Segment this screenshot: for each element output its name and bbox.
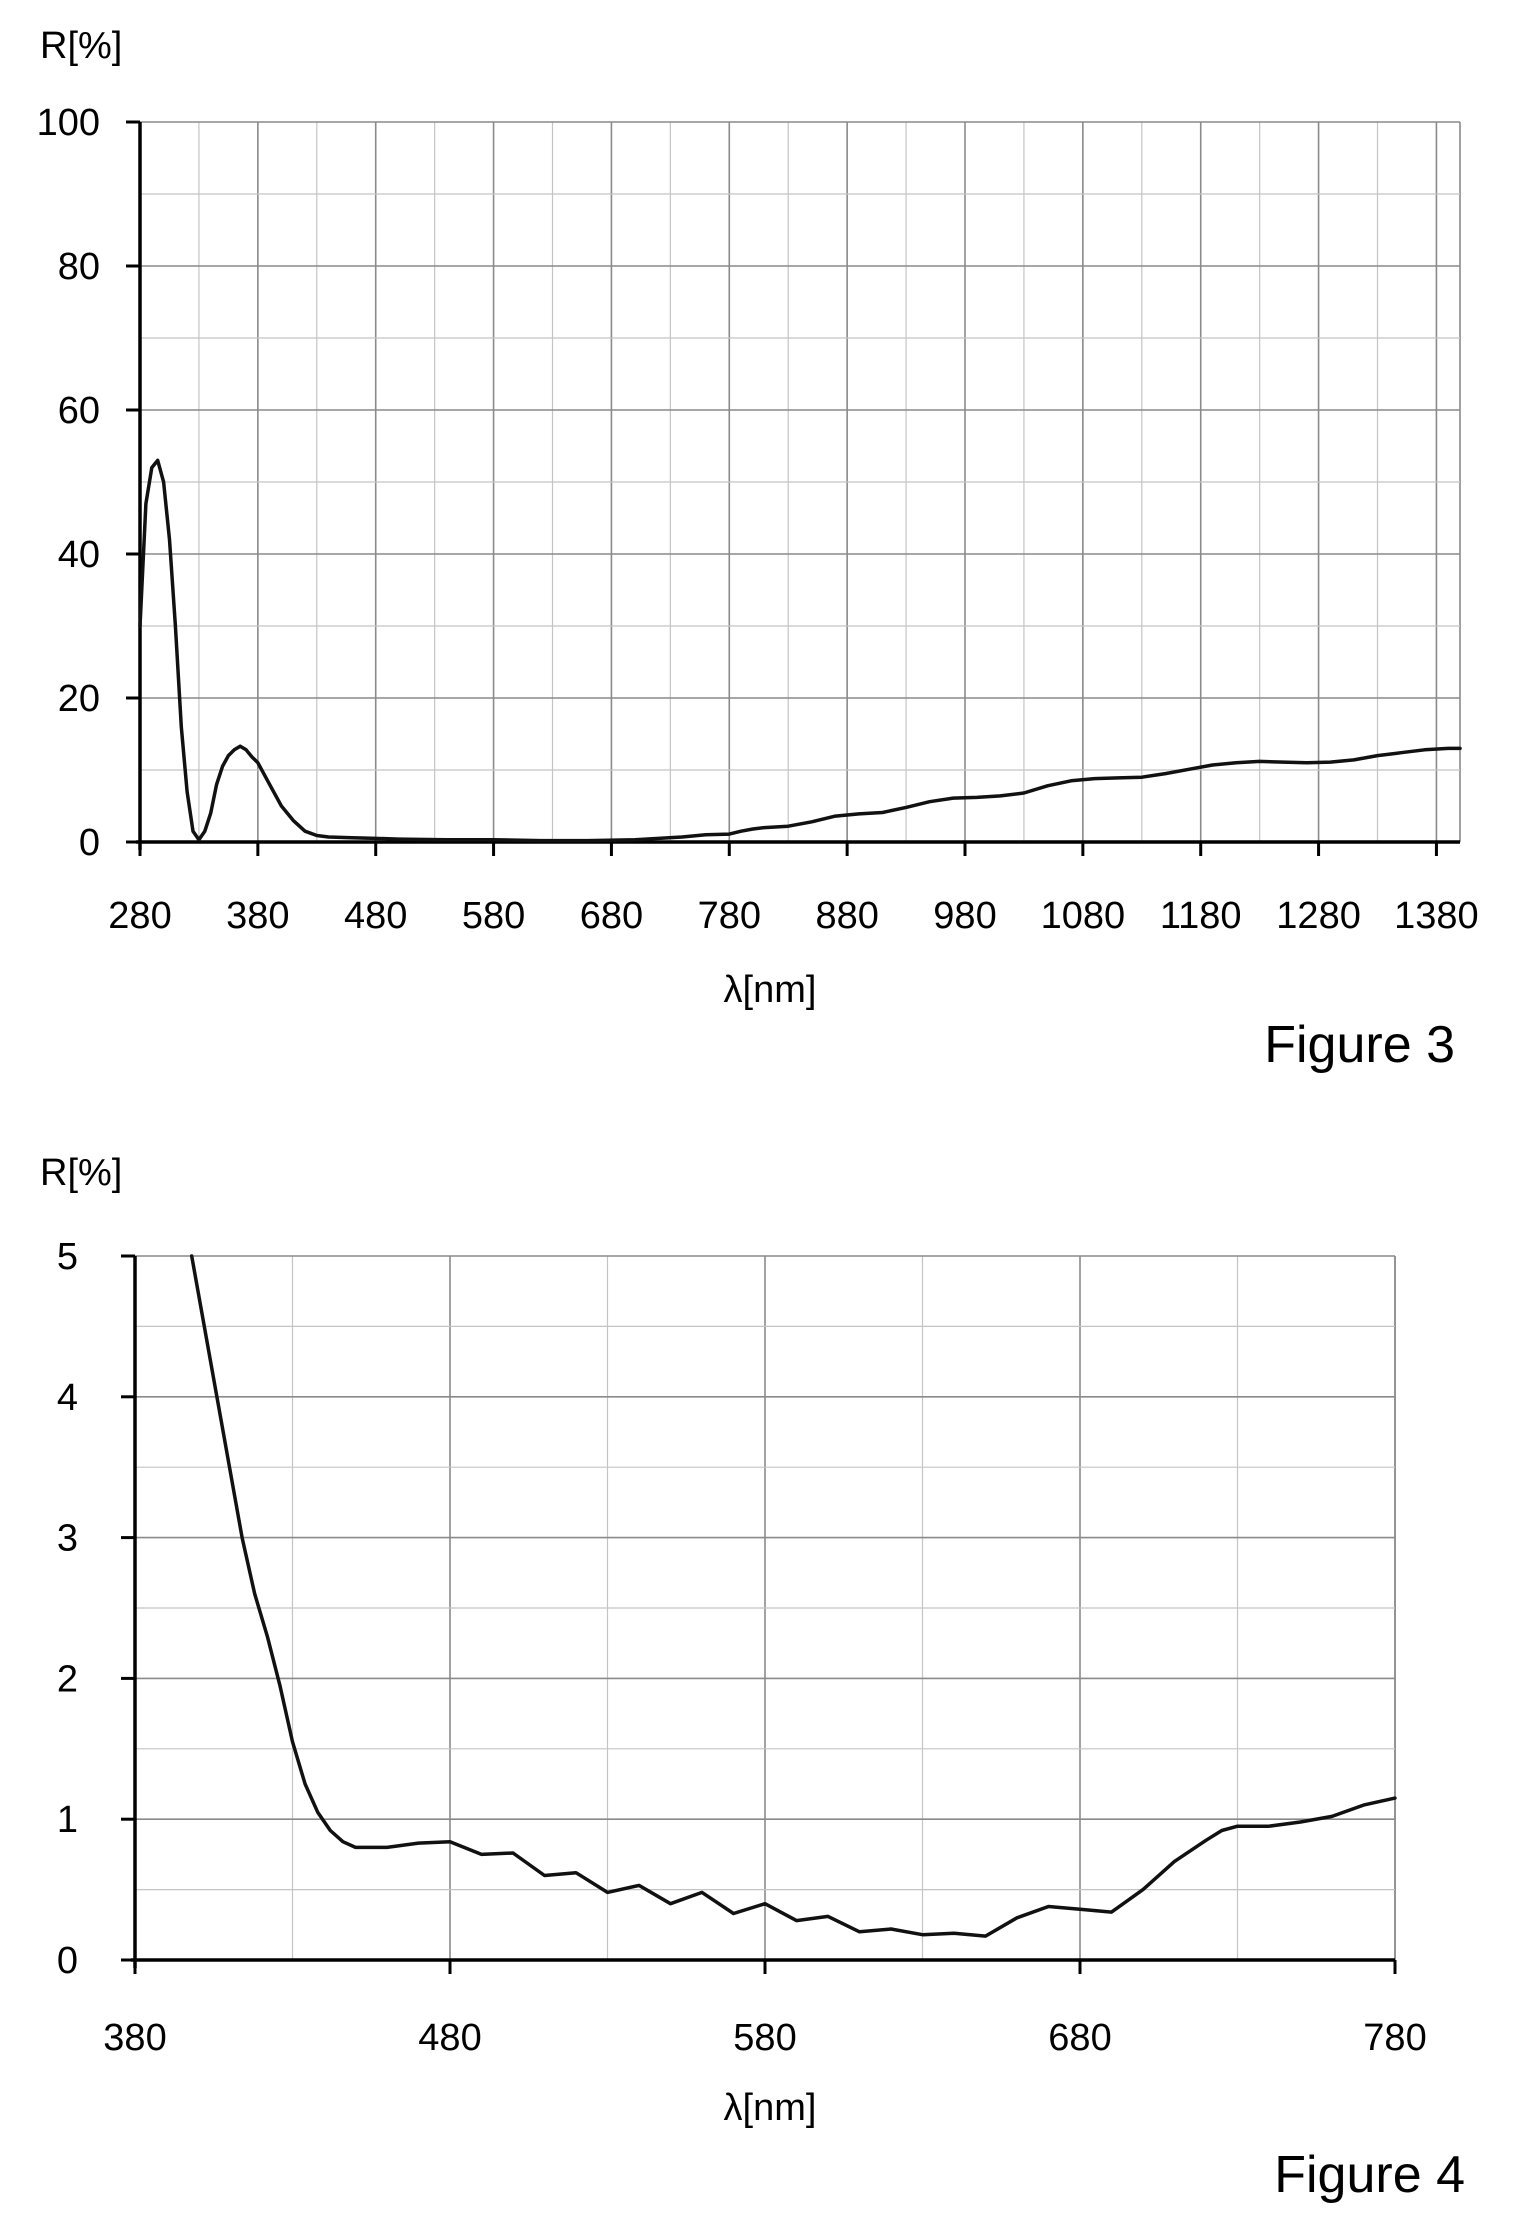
figure-4-ticks: 380 480 580 680 780 0 1 2 3 4 5 bbox=[57, 1236, 1427, 2059]
figure-4-caption: Figure 4 bbox=[1274, 2146, 1465, 2204]
figure-3-x-tick-label: 380 bbox=[226, 895, 289, 937]
figure-3-grid bbox=[140, 121, 1461, 842]
figure-4-y-tick-label: 5 bbox=[57, 1236, 78, 1278]
figure-4-series bbox=[189, 1254, 1397, 1938]
figure-3-xlabel: λ[nm] bbox=[724, 969, 817, 1011]
figure-4-y-tick-label: 1 bbox=[57, 1799, 78, 1841]
figure-4-grid bbox=[135, 1255, 1396, 1960]
figure-3-y-tick-label: 60 bbox=[58, 390, 100, 432]
figure-3-series bbox=[138, 458, 1462, 843]
figure-4-y-tick-label: 4 bbox=[57, 1377, 78, 1419]
figure-3-ticks: 280 380 480 580 680 780 880 980 1080 1180 1280 1380… bbox=[37, 102, 1479, 937]
figure-3-x-tick-label: 980 bbox=[933, 895, 996, 937]
figure-4-xlabel: λ[nm] bbox=[724, 2087, 817, 2129]
figure-4-y-tick-label: 2 bbox=[57, 1658, 78, 1700]
figure-3-y-tick-label: 100 bbox=[37, 102, 100, 144]
figure-4-y-tick-label: 0 bbox=[57, 1940, 78, 1982]
figure-4-x-tick-label: 580 bbox=[733, 2017, 796, 2059]
figure-4-series-line-0 bbox=[189, 1254, 1397, 1938]
figure-3-x-tick-label: 1180 bbox=[1160, 895, 1242, 937]
figure-3-x-tick-label: 280 bbox=[108, 895, 171, 937]
figure-3-y-tick-label: 0 bbox=[79, 822, 100, 864]
figure-3-x-tick-label: 480 bbox=[344, 895, 407, 937]
figure-4-axes bbox=[131, 1256, 1395, 1968]
figure-3-axes bbox=[136, 122, 1460, 850]
figure-3-y-tick-label: 80 bbox=[58, 246, 100, 288]
figure-3-x-tick-label: 780 bbox=[698, 895, 761, 937]
figure-3-x-tick-label: 680 bbox=[580, 895, 643, 937]
figure-3-series-line-0 bbox=[138, 458, 1462, 843]
figure-4-chart: 380 480 580 680 780 0 1 2 3 4 5 R[%] λ[nm] Figure … bbox=[40, 1152, 1465, 2204]
figure-3-x-tick-label: 580 bbox=[462, 895, 525, 937]
figure-3-caption: Figure 3 bbox=[1264, 1016, 1455, 1074]
figure-3-chart: 280 380 480 580 680 780 880 980 1080 1180 1280 1380… bbox=[37, 25, 1479, 1074]
figure-4-x-tick-label: 780 bbox=[1363, 2017, 1426, 2059]
figure-3-x-tick-label: 1380 bbox=[1394, 895, 1479, 937]
figure-4-x-tick-label: 380 bbox=[103, 2017, 166, 2059]
figure-3-x-tick-label: 1280 bbox=[1276, 895, 1361, 937]
figure-4-ylabel: R[%] bbox=[40, 1152, 122, 1194]
figure-4-x-tick-label: 680 bbox=[1048, 2017, 1111, 2059]
figure-3-x-tick-label: 880 bbox=[815, 895, 878, 937]
figure-4-x-tick-label: 480 bbox=[418, 2017, 481, 2059]
figure-4-y-tick-label: 3 bbox=[57, 1518, 78, 1560]
figure-3-y-tick-label: 40 bbox=[58, 534, 100, 576]
figure-3-ylabel: R[%] bbox=[40, 25, 122, 67]
figure-3-x-tick-label: 1080 bbox=[1041, 895, 1126, 937]
figure-3-y-tick-label: 20 bbox=[58, 678, 100, 720]
